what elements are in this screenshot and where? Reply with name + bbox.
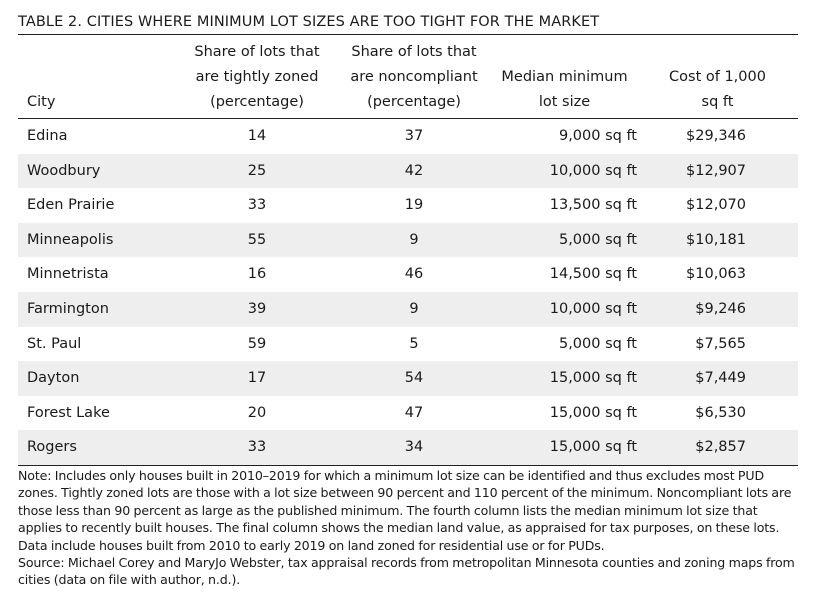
header-row: City Share of lots that are tightly zone…	[18, 35, 798, 119]
cell-cost: $6,530	[695, 404, 746, 421]
note-text: Note: Includes only houses built in 2010…	[18, 467, 792, 553]
table-row: Edina 14 37 9,000 sq ft $29,346	[18, 119, 798, 154]
cell-tight: 16	[247, 266, 267, 283]
cell-lot-size: 9,000 sq ft	[558, 128, 637, 144]
table-row: St. Paul 59 5 5,000 sq ft $7,565	[18, 327, 798, 362]
cell-city: Dayton	[18, 361, 178, 396]
cell-noncompliant: 5	[409, 335, 419, 352]
table-row: Minneapolis 55 9 5,000 sq ft $10,181	[18, 222, 798, 258]
cell-noncompliant: 47	[404, 404, 424, 421]
cell-tight: 33	[178, 430, 336, 465]
table-row: Dayton 17 54 15,000 sq ft $7,449	[18, 361, 798, 396]
cell-lot-size: 15,000 sq ft	[549, 404, 637, 421]
header-lot-size-line: lot size	[538, 94, 591, 110]
table-row: Eden Prairie 33 19 13,500 sq ft $12,070	[18, 188, 798, 223]
cell-lot-size: 10,000 sq ft	[492, 291, 637, 327]
cell-cost: $10,063	[686, 266, 746, 283]
cell-noncompliant: 37	[404, 128, 424, 144]
cell-noncompliant: 9	[336, 222, 492, 258]
cell-lot-size: 13,500 sq ft	[549, 197, 637, 214]
header-cost: Cost of 1,000 sq ft	[637, 35, 798, 119]
table-row: Minnetrista 16 46 14,500 sq ft $10,063	[18, 257, 798, 292]
table-row: Rogers 33 34 15,000 sq ft $2,857	[18, 430, 798, 465]
cell-lot-size: 5,000 sq ft	[558, 335, 637, 352]
table-footnote: Note: Includes only houses built in 2010…	[18, 464, 798, 589]
cell-city: Forest Lake	[27, 404, 110, 421]
cell-lot-size: 15,000 sq ft	[492, 361, 637, 396]
cell-city: Minneapolis	[18, 222, 178, 258]
header-lot-size-line: Median minimum	[501, 69, 628, 85]
cell-cost: $9,246	[637, 291, 798, 327]
cell-city: Eden Prairie	[27, 197, 115, 214]
cell-noncompliant: 34	[336, 430, 492, 465]
source-text: Source: Michael Corey and MaryJo Webster…	[18, 554, 795, 588]
cell-city: Woodbury	[18, 153, 178, 189]
cell-cost: $7,565	[695, 335, 746, 352]
header-noncompliant-line: Share of lots that	[351, 44, 477, 60]
header-tight-line: (percentage)	[210, 94, 304, 110]
data-table: City Share of lots that are tightly zone…	[18, 35, 798, 465]
cell-lot-size: 14,500 sq ft	[549, 266, 637, 283]
header-city-line: City	[27, 94, 56, 110]
cell-tight: 39	[178, 291, 336, 327]
cell-tight: 55	[178, 222, 336, 258]
cell-city: Minnetrista	[27, 266, 109, 283]
cell-noncompliant: 42	[336, 153, 492, 189]
header-tight: Share of lots that are tightly zoned (pe…	[178, 35, 336, 119]
header-noncompliant-line: (percentage)	[367, 94, 461, 110]
table-row: Woodbury 25 42 10,000 sq ft $12,907	[18, 153, 798, 189]
cell-lot-size: 10,000 sq ft	[492, 153, 637, 189]
table-row: Farmington 39 9 10,000 sq ft $9,246	[18, 291, 798, 327]
cell-tight: 17	[178, 361, 336, 396]
cell-tight: 25	[178, 153, 336, 189]
header-noncompliant: Share of lots that are noncompliant (per…	[336, 35, 492, 119]
cell-cost: $12,070	[686, 197, 746, 214]
table-title: TABLE 2. CITIES WHERE MINIMUM LOT SIZES …	[18, 10, 798, 35]
cell-noncompliant: 54	[336, 361, 492, 396]
cell-tight: 20	[247, 404, 267, 421]
header-tight-line: Share of lots that	[194, 44, 320, 60]
cell-tight: 14	[247, 128, 267, 144]
header-cost-line: sq ft	[701, 94, 734, 110]
cell-lot-size: 5,000 sq ft	[492, 222, 637, 258]
cell-city: Farmington	[18, 291, 178, 327]
cell-city: Edina	[27, 128, 68, 144]
cell-cost: $10,181	[637, 222, 798, 258]
cell-lot-size: 15,000 sq ft	[492, 430, 637, 465]
header-noncompliant-line: are noncompliant	[350, 69, 478, 85]
cell-tight: 59	[247, 335, 267, 352]
cell-cost: $12,907	[637, 153, 798, 189]
header-cost-line: Cost of 1,000	[669, 69, 766, 85]
cell-cost: $7,449	[637, 361, 798, 396]
header-lot-size: Median minimum lot size	[492, 35, 637, 119]
cell-city: Rogers	[18, 430, 178, 465]
cell-noncompliant: 19	[404, 197, 424, 214]
header-city: City	[18, 35, 178, 119]
table-row: Forest Lake 20 47 15,000 sq ft $6,530	[18, 396, 798, 431]
header-tight-line: are tightly zoned	[195, 69, 319, 85]
cell-city: St. Paul	[27, 335, 82, 352]
cell-tight: 33	[247, 197, 267, 214]
cell-cost: $2,857	[637, 430, 798, 465]
cell-cost: $29,346	[686, 128, 746, 144]
cell-noncompliant: 9	[336, 291, 492, 327]
table-container: TABLE 2. CITIES WHERE MINIMUM LOT SIZES …	[18, 10, 798, 589]
cell-noncompliant: 46	[404, 266, 424, 283]
